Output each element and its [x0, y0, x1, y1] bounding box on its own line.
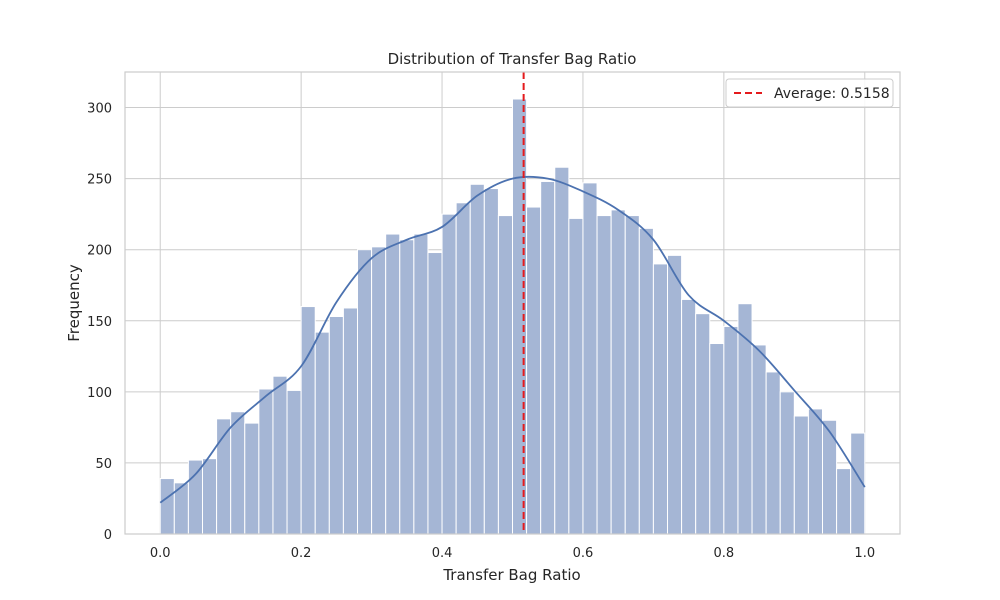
- histogram-bar: [568, 217, 584, 535]
- histogram-bar: [526, 206, 542, 535]
- histogram-bar: [483, 188, 499, 535]
- histogram-bar: [441, 213, 457, 535]
- histogram-bar: [230, 411, 246, 535]
- histogram-bar: [286, 389, 302, 535]
- histogram-bar: [695, 313, 711, 535]
- y-tick-label: 50: [95, 457, 112, 472]
- chart-title: Distribution of Transfer Bag Ratio: [388, 50, 637, 68]
- y-tick-label: 150: [87, 315, 112, 330]
- histogram-bar: [751, 344, 767, 535]
- x-tick-label: 0.2: [291, 546, 312, 561]
- histogram-bar: [413, 233, 429, 535]
- histogram-bar: [596, 215, 612, 535]
- histogram-bar: [793, 415, 809, 535]
- legend-average-label: Average: 0.5158: [774, 86, 890, 102]
- x-tick-label: 1.0: [854, 546, 875, 561]
- y-tick-label: 250: [87, 173, 112, 188]
- x-tick-label: 0.4: [432, 546, 453, 561]
- y-tick-label: 0: [104, 528, 112, 543]
- histogram-bar: [652, 263, 669, 535]
- x-axis-label: Transfer Bag Ratio: [442, 566, 580, 584]
- histogram-bar: [765, 371, 781, 535]
- legend-box: [725, 78, 894, 108]
- histogram-bar: [497, 215, 513, 535]
- y-axis-label: Frequency: [65, 264, 83, 342]
- histogram-bar: [357, 249, 373, 535]
- x-tick-labels: 0.0 0.2 0.4 0.6 0.8 1.0: [150, 546, 875, 561]
- histogram-bar: [342, 307, 358, 535]
- y-tick-label: 100: [87, 386, 112, 401]
- histogram-bar: [624, 215, 640, 535]
- x-tick-label: 0.0: [150, 546, 171, 561]
- histogram-bar: [667, 254, 683, 535]
- histogram-bar: [202, 458, 218, 535]
- histogram-bar: [540, 180, 556, 535]
- x-tick-label: 0.6: [573, 546, 594, 561]
- x-tick-label: 0.8: [714, 546, 735, 561]
- histogram-bar: [272, 375, 288, 535]
- histogram-bar: [300, 306, 316, 535]
- histogram-bar: [554, 166, 570, 535]
- histogram-bar: [159, 478, 175, 535]
- kde-curve: [159, 175, 866, 504]
- histogram-bar: [455, 202, 471, 535]
- histogram-bar: [582, 182, 598, 535]
- plot-frame: [124, 71, 901, 535]
- histogram-bar: [807, 408, 824, 535]
- y-tick-labels: 0 50 100 150 200 250 300: [87, 102, 112, 543]
- histogram-bar: [328, 316, 344, 535]
- histogram-bar: [399, 239, 415, 535]
- y-tick-label: 300: [87, 102, 112, 117]
- bars-layer: [159, 98, 866, 535]
- histogram-bar: [371, 246, 387, 535]
- histogram-bar: [779, 391, 795, 535]
- histogram-bar: [709, 343, 725, 535]
- histogram-bar: [385, 233, 401, 535]
- y-tick-label: 200: [87, 244, 112, 259]
- histogram-bar: [469, 183, 485, 535]
- legend: Average: 0.5158: [725, 78, 894, 108]
- histogram-bar: [187, 459, 203, 535]
- histogram-bar: [836, 468, 852, 535]
- histogram-bar: [723, 325, 739, 535]
- histogram-bar: [244, 422, 260, 535]
- histogram-bar: [427, 252, 443, 535]
- histogram-bar: [610, 209, 626, 535]
- histogram-bar: [258, 388, 274, 535]
- histogram-bar: [314, 331, 330, 535]
- histogram-bar: [681, 298, 697, 535]
- histogram-bar: [638, 227, 654, 535]
